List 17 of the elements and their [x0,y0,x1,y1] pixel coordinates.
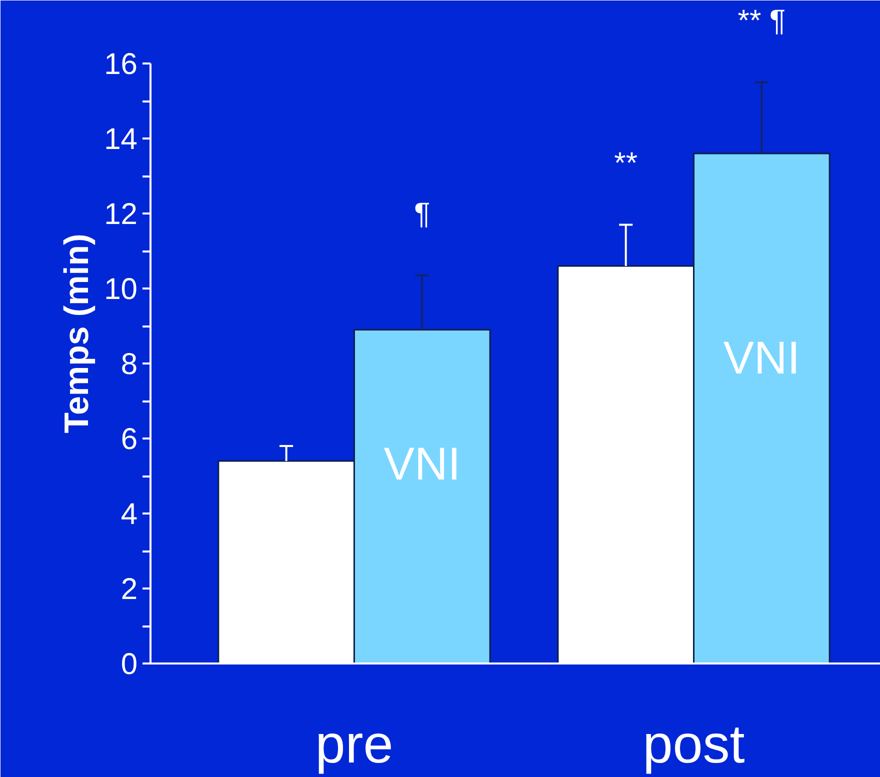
y-tick-label: 0 [120,648,138,681]
text: VNI [723,332,800,384]
y-tick-label: 6 [120,423,138,456]
y-tick-label: 2 [120,573,138,606]
y-tick-label: 8 [120,348,138,381]
y-tick-label: 14 [104,123,138,156]
x-tick-label: pre [315,714,394,774]
annotation: ¶ [414,197,430,230]
y-axis-title: Temps (min) [58,234,96,434]
y-tick-label: 12 [104,198,138,231]
annotation: ** [614,146,638,180]
y-tick-label: 16 [104,48,138,81]
y-tick-label: 4 [120,498,138,531]
text: ** ¶ [738,4,786,38]
x-tick-label: post [642,714,745,774]
y-tick-label: 10 [104,273,138,306]
series-label: VNI [384,437,460,490]
